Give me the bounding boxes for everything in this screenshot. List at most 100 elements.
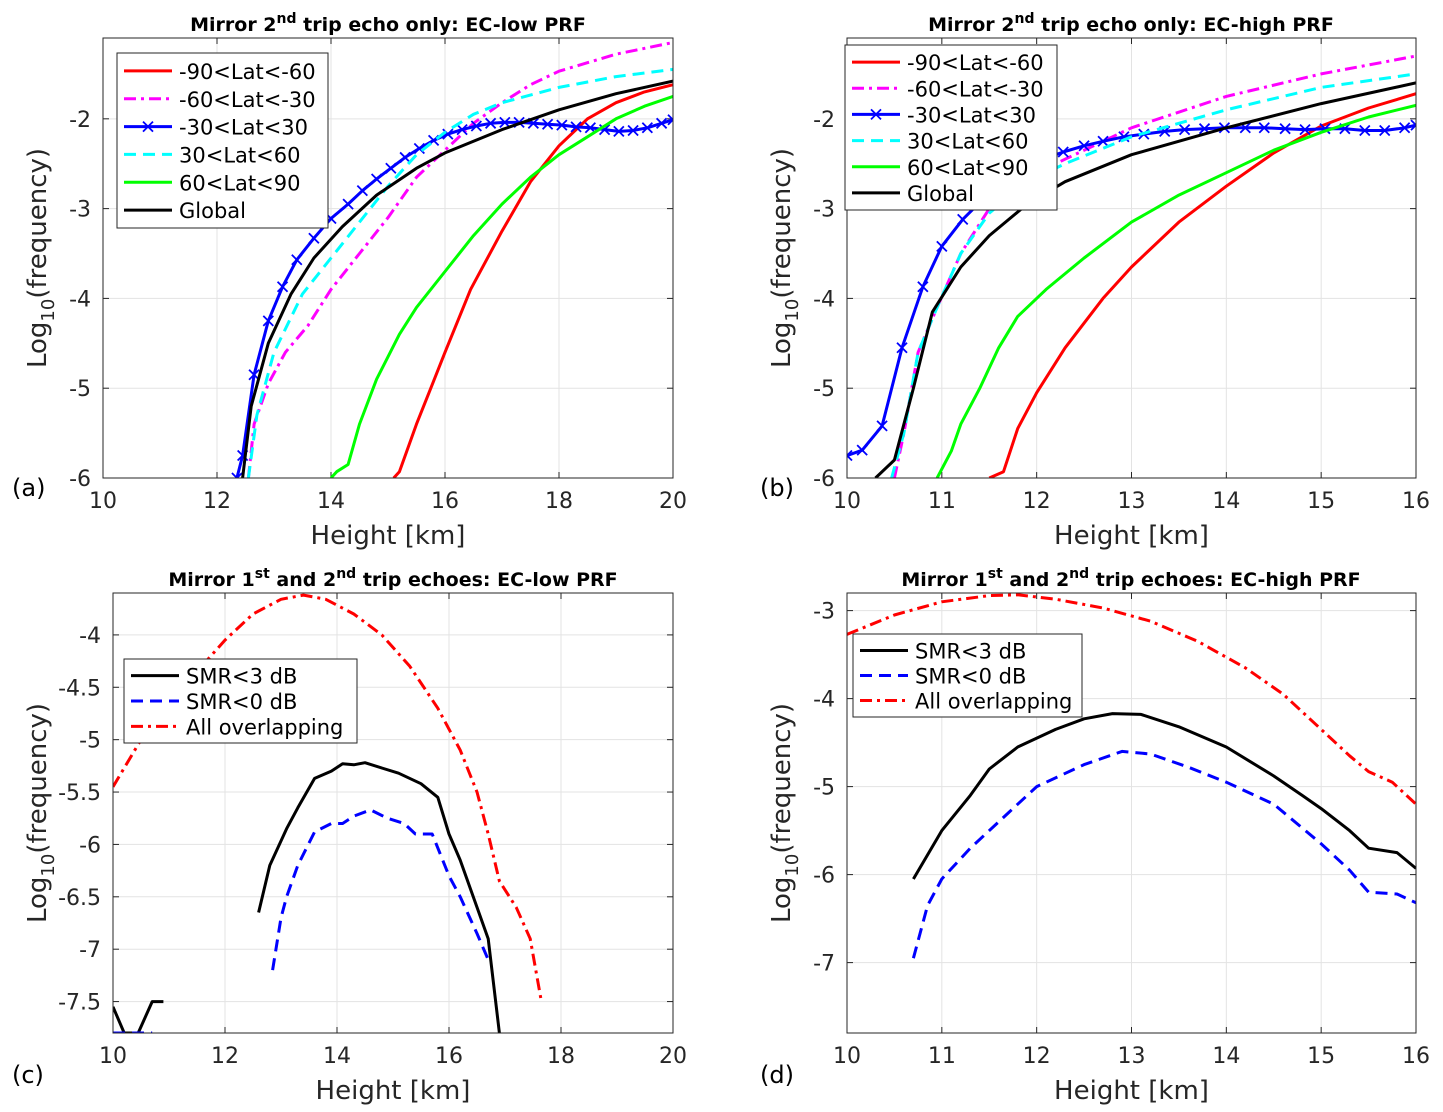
data-point-marker xyxy=(627,124,639,137)
y-tick-label: -2 xyxy=(813,108,835,133)
y-axis-label: Log10(frequency) xyxy=(767,703,803,923)
chart-title: Mirror 1st and 2nd trip echoes: EC-low P… xyxy=(168,566,617,591)
y-label-subscript: 10 xyxy=(782,854,803,877)
data-point-marker xyxy=(641,122,653,134)
data-point-marker xyxy=(442,128,454,140)
x-tick-label: 14 xyxy=(1212,489,1240,514)
series-line-5 xyxy=(935,103,1416,478)
data-point-marker xyxy=(1057,146,1069,158)
axes-frame xyxy=(112,592,674,1034)
x-tick-label: 20 xyxy=(659,489,687,514)
x-tick-label: 12 xyxy=(203,489,231,514)
data-point-marker xyxy=(957,213,969,226)
panel-c: 10 12 14 16 18 20 -7.5 -7 -6.5 -6 -5.5 -5 -4.5 -4 Mirr… xyxy=(12,566,687,1106)
data-point-marker xyxy=(917,281,929,293)
data-point-marker xyxy=(613,125,625,138)
y-tick-label: -5 xyxy=(813,377,835,402)
legend-entry: Global xyxy=(907,182,974,206)
title-superscript: nd xyxy=(1015,11,1035,27)
x-axis-label: Height [km] xyxy=(1054,521,1209,551)
y-tick-label: -3 xyxy=(813,198,835,223)
y-tick-label: -7.5 xyxy=(58,991,101,1016)
y-axis-label: Log10(frequency) xyxy=(23,703,59,923)
y-tick-label: -5.5 xyxy=(58,781,101,806)
chart-title: Mirror 2nd trip echo only: EC-high PRF xyxy=(928,11,1334,36)
data-point-marker xyxy=(598,123,611,136)
x-tick-label: 10 xyxy=(833,1044,861,1069)
series-line-1 xyxy=(912,712,1416,880)
x-tick-label: 12 xyxy=(1023,489,1051,514)
data-point-marker xyxy=(1258,122,1270,134)
data-point-marker xyxy=(342,198,354,210)
x-tick-label: 16 xyxy=(431,489,459,514)
y-label-subscript: 10 xyxy=(782,299,803,322)
data-point-marker xyxy=(556,119,568,131)
x-tick-label: 18 xyxy=(545,489,573,514)
panel-label: (a) xyxy=(12,474,45,502)
title-superscript: st xyxy=(255,566,270,582)
title-superscript: nd xyxy=(1069,566,1089,582)
panel-d: 10 11 12 13 14 15 16 -7 -6 -5 -4 -3 Mirror 1st and 2… xyxy=(760,566,1430,1106)
y-tick-label: -7 xyxy=(813,952,835,977)
series-line-3 xyxy=(847,593,1416,806)
legend-entry: -30<Lat<30 xyxy=(179,116,308,140)
y-tick-label: -3 xyxy=(813,600,835,625)
y-tick-label: -4 xyxy=(69,287,91,312)
panel-label: (d) xyxy=(760,1061,794,1089)
legend-entry: 30<Lat<60 xyxy=(907,130,1028,154)
title-superscript: nd xyxy=(277,11,297,27)
x-tick-label: 14 xyxy=(317,489,345,514)
y-tick-label: -4 xyxy=(813,287,835,312)
axes-frame xyxy=(846,37,1417,479)
legend-entry: -90<Lat<-60 xyxy=(179,60,316,84)
title-superscript: nd xyxy=(336,566,356,582)
legend-entry: All overlapping xyxy=(186,715,343,739)
data-point-marker xyxy=(667,114,673,126)
data-point-marker xyxy=(276,281,289,293)
series-line-2 xyxy=(113,808,490,1033)
series-line-2 xyxy=(246,41,673,478)
data-point-marker xyxy=(847,449,853,462)
series-line-5 xyxy=(329,94,673,478)
data-point-marker xyxy=(570,121,582,133)
y-tick-label: -5 xyxy=(69,377,91,402)
panel-b: 10 11 12 13 14 15 16 -6 -5 -4 -3 -2 Mirror 2nd trip … xyxy=(760,11,1430,551)
y-tick-label: -4 xyxy=(813,688,835,713)
title-text: Mirror 1 xyxy=(901,569,987,591)
title-text: Mirror 1 xyxy=(168,569,254,591)
panel-label: (c) xyxy=(12,1061,44,1089)
y-label-text: (frequency) xyxy=(767,148,797,299)
legend-box xyxy=(123,658,358,744)
data-point-marker xyxy=(1398,122,1411,134)
x-tick-label: 12 xyxy=(1023,1044,1051,1069)
legend-entry: -90<Lat<-60 xyxy=(907,51,1044,75)
y-tick-label: -7 xyxy=(79,938,101,963)
y-tick-label: -5 xyxy=(813,776,835,801)
legend-box xyxy=(852,633,1083,718)
series-line-6 xyxy=(241,79,673,478)
data-point-marker xyxy=(856,444,868,456)
title-superscript: st xyxy=(988,566,1003,582)
x-tick-label: 10 xyxy=(99,1044,127,1069)
y-tick-label: -4.5 xyxy=(58,676,101,701)
y-tick-label: -3 xyxy=(69,198,91,223)
data-point-marker xyxy=(385,162,397,174)
data-point-marker xyxy=(1078,140,1090,152)
y-label-text: (frequency) xyxy=(23,148,53,299)
panel-label: (b) xyxy=(760,474,794,502)
series-line-6 xyxy=(874,81,1416,478)
data-point-marker xyxy=(413,142,425,155)
legend-box xyxy=(844,44,1058,211)
data-point-marker xyxy=(1359,124,1371,137)
data-point-marker xyxy=(896,342,908,354)
series-line-1 xyxy=(392,83,673,478)
x-tick-label: 20 xyxy=(659,1044,687,1069)
data-point-marker xyxy=(499,116,511,129)
y-tick-label: -2 xyxy=(69,108,91,133)
title-text: trip echoes: EC-low PRF xyxy=(356,569,617,591)
y-tick-label: -6.5 xyxy=(58,886,101,911)
x-axis-label: Height [km] xyxy=(1054,1076,1209,1106)
title-text: trip echo only: EC-low PRF xyxy=(297,14,586,36)
